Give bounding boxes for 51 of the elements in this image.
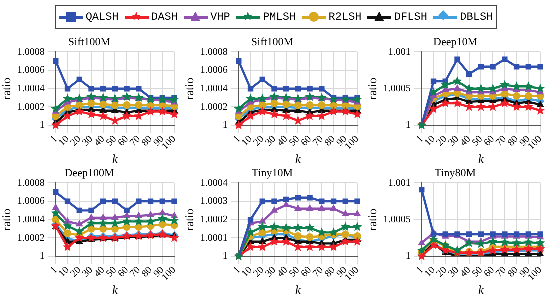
legend-label: DFLSH xyxy=(393,10,428,24)
legend-label: PMLSH xyxy=(262,10,296,24)
chart-title: Deep10M xyxy=(434,36,478,48)
y-tick-label: 1.0008 xyxy=(17,178,45,189)
y-tick-label: 1.0001 xyxy=(200,232,228,244)
y-tick-label: 1.0004 xyxy=(200,178,228,189)
y-axis-title: ratio xyxy=(365,78,380,100)
x-axis-title: k xyxy=(296,282,302,297)
chart-title: Sift100M xyxy=(68,36,111,48)
x-axis-title: k xyxy=(112,282,119,297)
x-axis-title: k xyxy=(296,152,302,166)
chart-title: Sift100M xyxy=(251,36,294,48)
legend-label: QALSH xyxy=(84,10,119,24)
y-tick-label: 1 xyxy=(222,251,228,262)
y-axis-title: ratio xyxy=(0,78,14,100)
chart-title: Tiny80M xyxy=(434,167,476,180)
y-tick-label: 1.001 xyxy=(388,178,411,189)
legend-label: R2LSH xyxy=(328,10,362,24)
y-tick-label: 1 xyxy=(406,251,411,262)
y-tick-label: 1.0006 xyxy=(200,65,228,76)
legend-label: DASH xyxy=(150,10,178,24)
y-tick-label: 1 xyxy=(406,120,411,132)
y-tick-label: 1.0002 xyxy=(17,102,45,113)
y-tick-label: 1.0004 xyxy=(200,83,228,94)
x-axis-title: k xyxy=(478,282,485,297)
y-axis-title: ratio xyxy=(365,208,380,231)
legend-label: VHP xyxy=(210,10,230,24)
y-axis-title: ratio xyxy=(0,208,14,231)
y-tick-label: 1.0004 xyxy=(17,214,45,226)
y-tick-label: 1.0005 xyxy=(383,214,411,226)
y-tick-label: 1.0002 xyxy=(200,214,228,226)
y-tick-label: 1.0003 xyxy=(200,196,228,208)
y-tick-label: 1.0004 xyxy=(17,83,45,94)
y-tick-label: 1.0006 xyxy=(17,196,45,208)
y-tick-label: 1.0008 xyxy=(200,46,228,58)
y-tick-label: 1.0006 xyxy=(17,65,45,76)
x-axis-title: k xyxy=(112,152,119,166)
y-tick-label: 1.0002 xyxy=(200,102,228,113)
chart-title: Deep100M xyxy=(64,167,114,180)
y-tick-label: 1 xyxy=(40,120,45,132)
y-tick-label: 1.0002 xyxy=(17,232,45,244)
y-tick-label: 1 xyxy=(40,251,45,262)
chart-title: Tiny10M xyxy=(252,167,294,180)
y-axis-title: ratio xyxy=(182,78,196,100)
y-tick-label: 1.0008 xyxy=(17,46,45,58)
y-axis-title: ratio xyxy=(182,208,196,231)
x-axis-title: k xyxy=(478,152,485,166)
y-tick-label: 1.001 xyxy=(388,46,411,58)
legend-label: DBLSH xyxy=(459,10,494,24)
y-tick-label: 1.0005 xyxy=(383,83,411,94)
y-tick-label: 1 xyxy=(222,120,228,132)
